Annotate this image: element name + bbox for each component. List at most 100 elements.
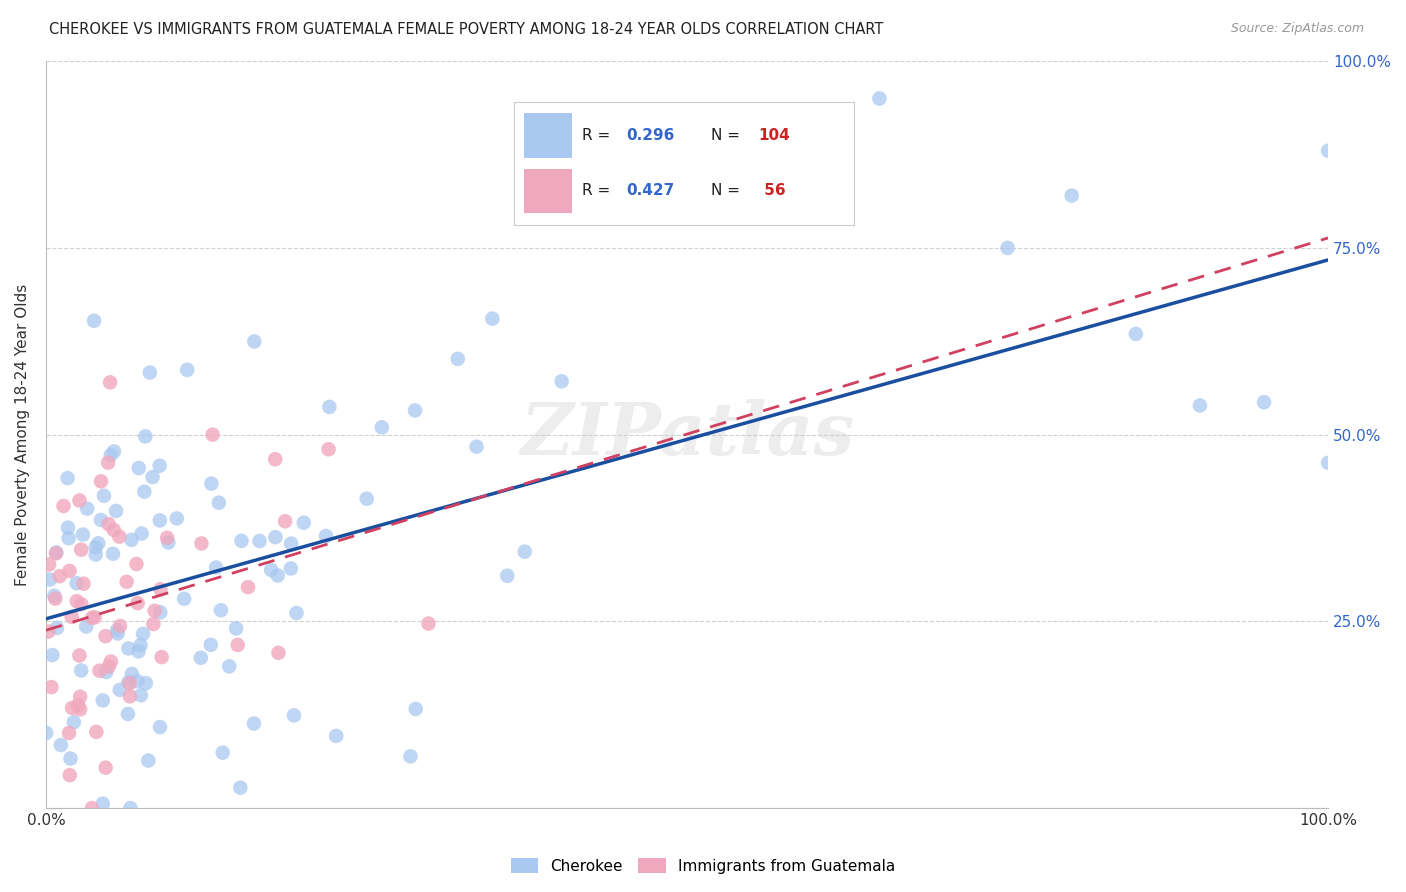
Point: [38, 558, 60, 572]
Point: [143, 604, 166, 618]
Point: [67, 698, 90, 713]
Point: [274, 514, 297, 528]
Point: [72, 527, 94, 541]
Point: [105, 624, 128, 638]
Point: [200, 638, 222, 652]
Point: [149, 458, 172, 473]
Point: [447, 351, 470, 366]
Point: [149, 605, 172, 619]
Text: CHEROKEE VS IMMIGRANTS FROM GUATEMALA FEMALE POVERTY AMONG 18-24 YEAR OLDS CORRE: CHEROKEE VS IMMIGRANTS FROM GUATEMALA FE…: [49, 22, 883, 37]
Point: [128, 644, 150, 658]
Point: [283, 708, 305, 723]
Point: [72, 576, 94, 591]
Point: [35, 726, 58, 740]
Point: [70, 664, 93, 678]
Point: [1188, 399, 1211, 413]
Point: [45, 546, 67, 560]
Point: [131, 526, 153, 541]
Point: [87, 536, 110, 550]
Point: [82, 611, 104, 625]
Point: [208, 496, 231, 510]
Point: [91, 797, 114, 811]
Point: [90, 513, 112, 527]
Point: [134, 484, 156, 499]
Point: [205, 560, 228, 574]
Point: [59, 751, 82, 765]
Text: ZIPatlas: ZIPatlas: [520, 399, 853, 470]
Point: [103, 444, 125, 458]
Point: [121, 533, 143, 547]
Point: [90, 475, 112, 489]
Point: [356, 491, 378, 506]
Point: [97, 659, 120, 673]
Point: [108, 619, 131, 633]
Point: [96, 665, 118, 679]
Point: [150, 650, 173, 665]
Point: [173, 591, 195, 606]
Point: [371, 420, 394, 434]
Point: [285, 606, 308, 620]
Point: [292, 516, 315, 530]
Point: [132, 627, 155, 641]
Point: [41, 680, 63, 694]
Point: [60, 701, 83, 715]
Point: [280, 536, 302, 550]
Point: [231, 533, 253, 548]
Text: Source: ZipAtlas.com: Source: ZipAtlas.com: [1230, 22, 1364, 36]
Point: [86, 724, 108, 739]
Point: [56, 520, 79, 534]
Point: [550, 374, 572, 388]
Point: [129, 638, 152, 652]
Point: [117, 706, 139, 721]
Point: [94, 761, 117, 775]
Point: [157, 535, 180, 549]
Point: [98, 376, 121, 390]
Point: [264, 452, 287, 467]
Point: [135, 676, 157, 690]
Point: [496, 568, 519, 582]
Legend: Cherokee, Immigrants from Guatemala: Cherokee, Immigrants from Guatemala: [505, 852, 901, 880]
Point: [142, 617, 165, 632]
Point: [101, 547, 124, 561]
Point: [142, 470, 165, 484]
Point: [149, 720, 172, 734]
Point: [225, 621, 247, 635]
Point: [83, 314, 105, 328]
Point: [100, 448, 122, 462]
Point: [465, 440, 488, 454]
Point: [62, 715, 84, 730]
Point: [190, 650, 212, 665]
Point: [211, 746, 233, 760]
Point: [1317, 456, 1340, 470]
Point: [66, 594, 89, 608]
Point: [149, 582, 172, 597]
Point: [404, 403, 426, 417]
Point: [83, 610, 105, 624]
Point: [58, 564, 80, 578]
Y-axis label: Female Poverty Among 18-24 Year Olds: Female Poverty Among 18-24 Year Olds: [15, 284, 30, 586]
Point: [136, 754, 159, 768]
Point: [117, 675, 139, 690]
Point: [236, 580, 259, 594]
Point: [60, 610, 83, 624]
Point: [37, 624, 59, 639]
Point: [115, 574, 138, 589]
Point: [267, 646, 290, 660]
Point: [318, 442, 340, 457]
Point: [229, 780, 252, 795]
Point: [105, 504, 128, 518]
Point: [481, 311, 503, 326]
Point: [128, 461, 150, 475]
Point: [108, 682, 131, 697]
Point: [315, 529, 337, 543]
Point: [52, 499, 75, 513]
Point: [1060, 188, 1083, 202]
Point: [58, 726, 80, 740]
Point: [190, 536, 212, 550]
Point: [70, 542, 93, 557]
Point: [405, 702, 427, 716]
Point: [107, 626, 129, 640]
Point: [93, 489, 115, 503]
Point: [103, 523, 125, 537]
Point: [176, 363, 198, 377]
